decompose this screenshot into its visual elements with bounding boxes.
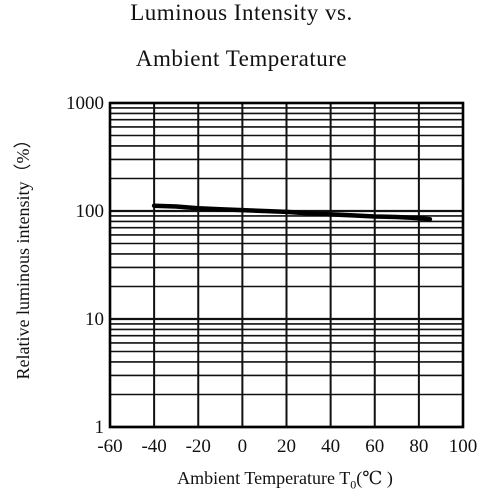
x-tick-label: 60 xyxy=(365,436,384,457)
y-tick-label: 1000 xyxy=(66,93,104,114)
x-tick-label: -40 xyxy=(141,436,166,457)
x-tick-label: 20 xyxy=(277,436,296,457)
x-tick-label: 80 xyxy=(409,436,428,457)
plot-border xyxy=(108,101,465,429)
x-tick-label: 100 xyxy=(449,436,478,457)
plot-frame xyxy=(108,101,465,429)
x-tick-label: 40 xyxy=(321,436,340,457)
x-axis-label: Ambient Temperature T0(℃ ) xyxy=(177,468,393,493)
x-tick-label: 0 xyxy=(238,436,248,457)
chart-subtitle: Ambient Temperature xyxy=(135,46,348,71)
series-layer xyxy=(151,203,433,222)
x-axis-label-subscript: 0 xyxy=(350,477,357,492)
y-tick-label: 10 xyxy=(85,309,104,330)
x-tick-labels: -60 -40 -20 0 20 40 60 80 100 xyxy=(97,436,477,457)
chart-plot: -60 -40 -20 0 20 40 60 80 100 1 10 100 1000 xyxy=(66,93,477,457)
y-tick-label: 1 xyxy=(95,417,105,438)
y-tick-label: 100 xyxy=(76,201,105,222)
x-axis-label-main: Ambient Temperature T xyxy=(177,468,351,488)
grid-lines xyxy=(110,103,463,429)
series-line xyxy=(151,203,433,222)
x-axis-label-unit: (℃ ) xyxy=(356,468,393,488)
y-tick-labels: 1 10 100 1000 xyxy=(66,93,104,438)
x-tick-label: -20 xyxy=(186,436,211,457)
chart-title: Luminous Intensity vs. xyxy=(130,0,353,25)
x-tick-label: -60 xyxy=(97,436,122,457)
